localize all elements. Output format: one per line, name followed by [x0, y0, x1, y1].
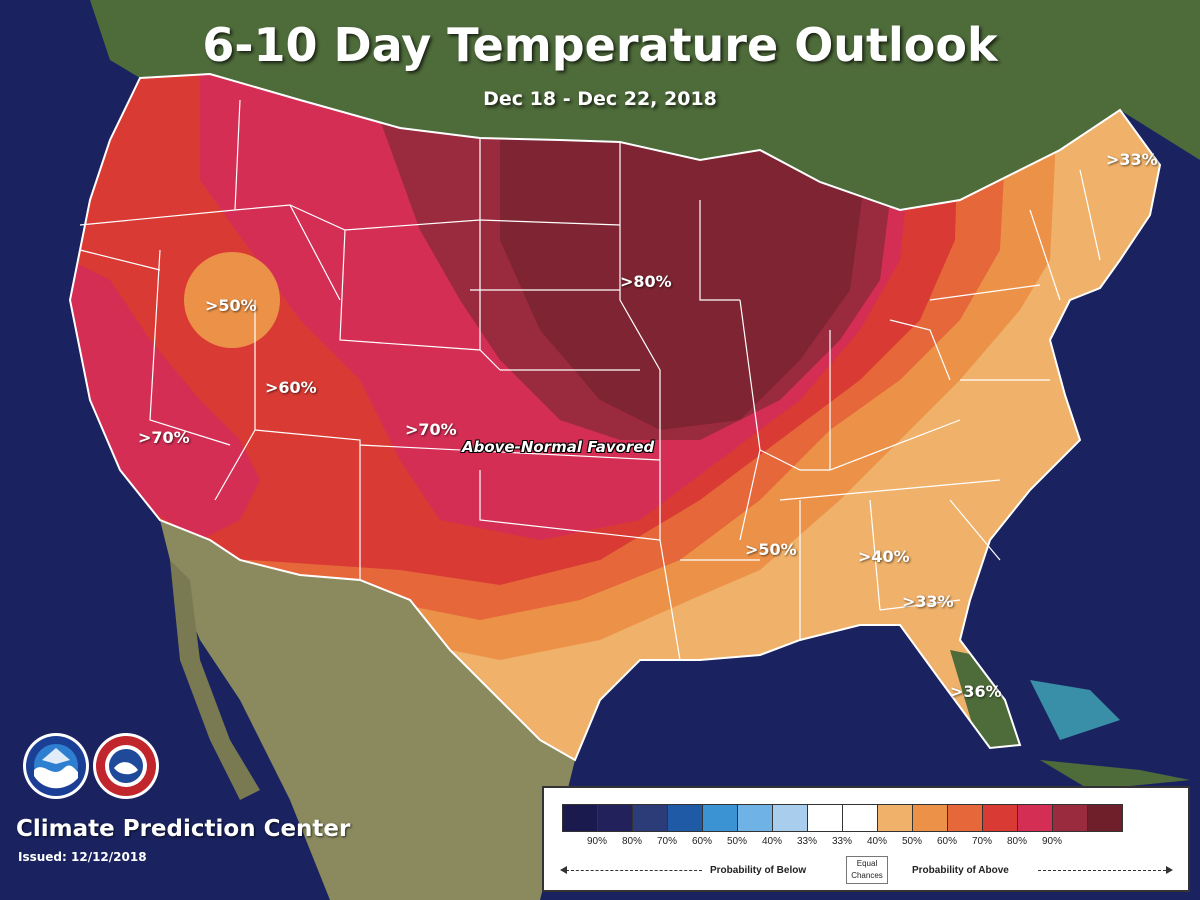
label-california: >70% — [138, 428, 190, 447]
state-line-wa-id — [234, 99, 241, 211]
legend-equal-line2: Chances — [851, 871, 883, 880]
legend-above-label: Probability of Above — [912, 865, 1009, 876]
canada-landmass — [90, 0, 1200, 210]
legend-swatch — [667, 804, 703, 832]
left-arrow-icon — [560, 866, 567, 874]
state-line-ga-fl — [879, 599, 961, 611]
state-line-wi — [699, 200, 740, 301]
label-idaho-island: >50% — [205, 296, 257, 315]
legend-tick-label: 80% — [621, 836, 643, 847]
state-line-mt-wy — [289, 204, 481, 231]
legend-swatch — [877, 804, 913, 832]
issued-date: Issued: 12/12/2018 — [18, 850, 147, 864]
state-line-or-id — [79, 204, 341, 301]
right-arrow-icon — [1166, 866, 1173, 874]
legend-tick-label: 60% — [936, 836, 958, 847]
state-line-ca-or — [79, 249, 161, 271]
legend-tick-label: 40% — [866, 836, 888, 847]
legend-swatch — [1052, 804, 1088, 832]
legend-tick-label: 50% — [726, 836, 748, 847]
state-line-ky-tn — [759, 419, 961, 471]
state-boundaries — [79, 99, 1101, 661]
legend-tick-label: 90% — [1041, 836, 1063, 847]
legend-below-arrow — [566, 870, 702, 871]
legend-tick-label: 33% — [796, 836, 818, 847]
state-line-nd-sd — [479, 219, 621, 226]
legend-tick-label: 70% — [971, 836, 993, 847]
category-label: Above-Normal Favored — [462, 438, 655, 456]
bahamas-shoals — [1030, 680, 1120, 740]
legend-swatch — [1087, 804, 1123, 832]
legend-below-label: Probability of Below — [710, 865, 807, 876]
legend-swatch — [842, 804, 878, 832]
legend-ticks: 90% 80% 70% 60% 50% 40% 33% 33% 40% 50% 60% 70% 80% 9… — [562, 836, 1182, 850]
probability-legend: 90% 80% 70% 60% 50% 40% 33% 33% 40% 50% 60% 70% 80% 9… — [542, 786, 1190, 892]
legend-tick-label: 90% — [586, 836, 608, 847]
band-core — [500, 130, 870, 430]
mexico-landmass — [160, 520, 575, 900]
state-line-new-england — [1029, 209, 1061, 301]
baja-peninsula — [170, 560, 260, 800]
noaa-logo — [23, 733, 89, 799]
state-line-al-ga — [869, 499, 881, 611]
legend-tick-label: 50% — [901, 836, 923, 847]
label-new-england: >33% — [1106, 150, 1158, 169]
legend-swatch — [772, 804, 808, 832]
state-line-az-nm — [254, 429, 361, 580]
legend-swatch — [807, 804, 843, 832]
label-mid-south: >50% — [745, 540, 797, 559]
org-name: Climate Prediction Center — [16, 816, 351, 842]
legend-tick-label: 33% — [831, 836, 853, 847]
legend-equal-line1: Equal — [856, 859, 878, 868]
map-title: 6-10 Day Temperature Outlook — [202, 18, 998, 72]
legend-above-arrow — [1038, 870, 1166, 871]
us-outline — [68, 72, 1162, 762]
band-50-island — [184, 252, 280, 348]
legend-swatch — [1017, 804, 1053, 832]
state-line-nh-me — [1079, 169, 1101, 261]
label-alabama: >40% — [858, 547, 910, 566]
legend-swatch — [737, 804, 773, 832]
legend-tick-label: 80% — [1006, 836, 1028, 847]
cuba — [1040, 760, 1190, 790]
legend-equal-chances: Equal Chances — [846, 856, 888, 884]
legend-swatch — [982, 804, 1018, 832]
map-date-range: Dec 18 - Dec 22, 2018 — [483, 88, 717, 110]
label-rockies: >70% — [405, 420, 457, 439]
legend-tick-label: 70% — [656, 836, 678, 847]
state-line-wy-co — [339, 229, 501, 371]
state-line-oh-pa — [889, 319, 951, 381]
legend-swatch — [597, 804, 633, 832]
state-line-ok-tx — [479, 470, 661, 541]
state-line-ga-sc — [949, 499, 1001, 561]
state-line-ny-pa — [929, 284, 1041, 301]
state-line-ks-ok — [359, 444, 661, 461]
legend-tick-label: 40% — [761, 836, 783, 847]
legend-swatch — [947, 804, 983, 832]
legend-color-bar — [562, 804, 1123, 832]
legend-tick-label: 60% — [691, 836, 713, 847]
state-line-nv — [149, 249, 231, 446]
state-line-mn-ia-mo — [619, 142, 661, 540]
label-northern-plains: >80% — [620, 272, 672, 291]
legend-swatch — [562, 804, 598, 832]
state-line-la-tx — [659, 539, 681, 661]
state-line-tn-south — [779, 479, 1001, 501]
label-great-basin: >60% — [265, 378, 317, 397]
nws-logo — [93, 733, 159, 799]
legend-swatch — [912, 804, 948, 832]
label-florida: >36% — [950, 682, 1002, 701]
label-georgia: >33% — [902, 592, 954, 611]
legend-swatch — [702, 804, 738, 832]
legend-swatch — [632, 804, 668, 832]
